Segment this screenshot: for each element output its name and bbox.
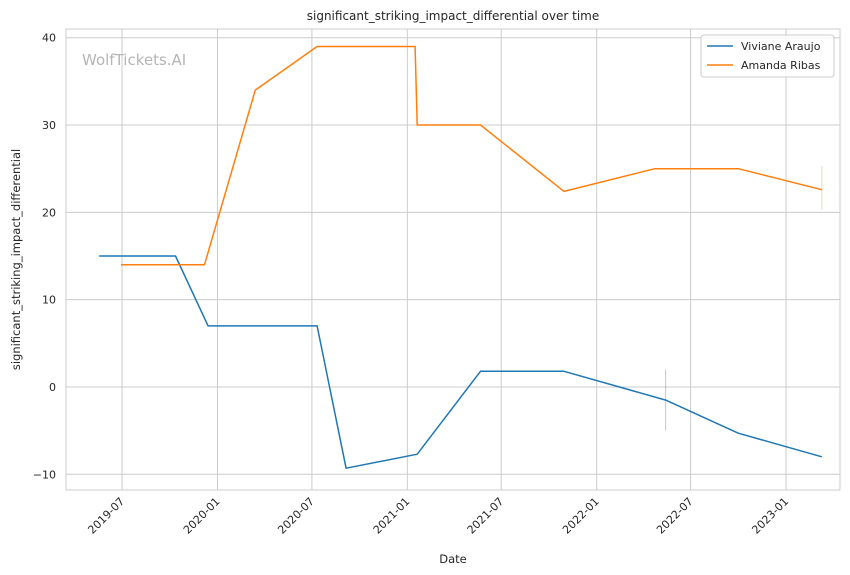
y-tick-label: 40	[42, 32, 56, 45]
y-tick-label: 20	[42, 206, 56, 219]
x-axis-title: Date	[439, 552, 467, 566]
y-tick-label: 0	[49, 381, 56, 394]
y-tick-label: 10	[42, 294, 56, 307]
chart-title: significant_striking_impact_differential…	[307, 9, 599, 23]
legend-label-viviane-araujo: Viviane Araujo	[741, 40, 821, 53]
plot-area	[65, 28, 841, 491]
series-line-amanda-ribas	[121, 45, 822, 266]
legend-label-amanda-ribas: Amanda Ribas	[741, 59, 821, 72]
legend: Viviane Araujo Amanda Ribas	[700, 34, 835, 78]
y-axis-title: significant_striking_impact_differential	[9, 149, 23, 370]
legend-box	[700, 34, 835, 78]
series-group	[99, 45, 823, 469]
watermark: WolfTickets.AI	[82, 51, 186, 69]
y-tick-label: 30	[42, 119, 56, 132]
y-tick-label: −10	[33, 468, 56, 481]
series-line-viviane-araujo	[99, 255, 823, 469]
